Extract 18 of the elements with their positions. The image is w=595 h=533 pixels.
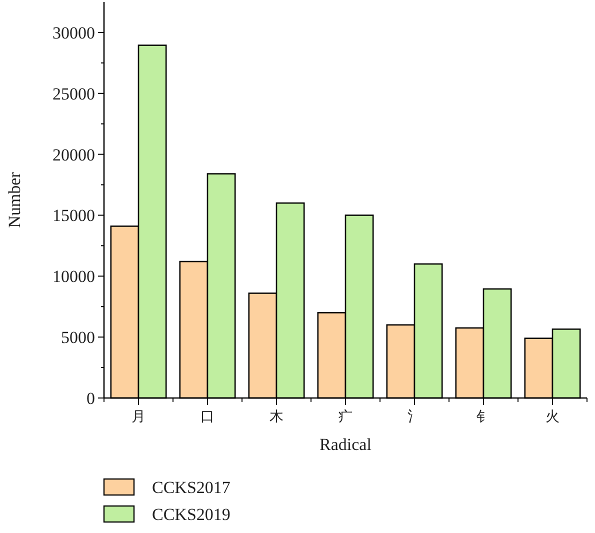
x-axis-title: Radical <box>320 435 372 454</box>
y-tick-label: 0 <box>86 389 95 408</box>
y-tick-label: 10000 <box>52 267 95 286</box>
legend-label: CCKS2019 <box>152 505 230 524</box>
x-tick-label: 月 <box>132 410 146 425</box>
x-tick-label: 钅 <box>476 409 490 425</box>
x-tick-label: 疒 <box>338 409 352 425</box>
y-tick-label: 15000 <box>52 206 95 226</box>
x-tick-label: 木 <box>270 409 284 425</box>
y-tick-label: 20000 <box>52 145 95 164</box>
x-tick-label: 口 <box>200 410 214 425</box>
y-axis-title: Number <box>5 172 24 228</box>
y-tick-label: 30000 <box>52 23 95 42</box>
y-tick-label: 5000 <box>61 328 95 348</box>
y-tick-label: 25000 <box>52 84 95 104</box>
x-tick-label: 氵 <box>408 409 422 425</box>
x-tick-label: 火 <box>546 409 560 425</box>
legend-label: CCKS2017 <box>152 478 231 497</box>
